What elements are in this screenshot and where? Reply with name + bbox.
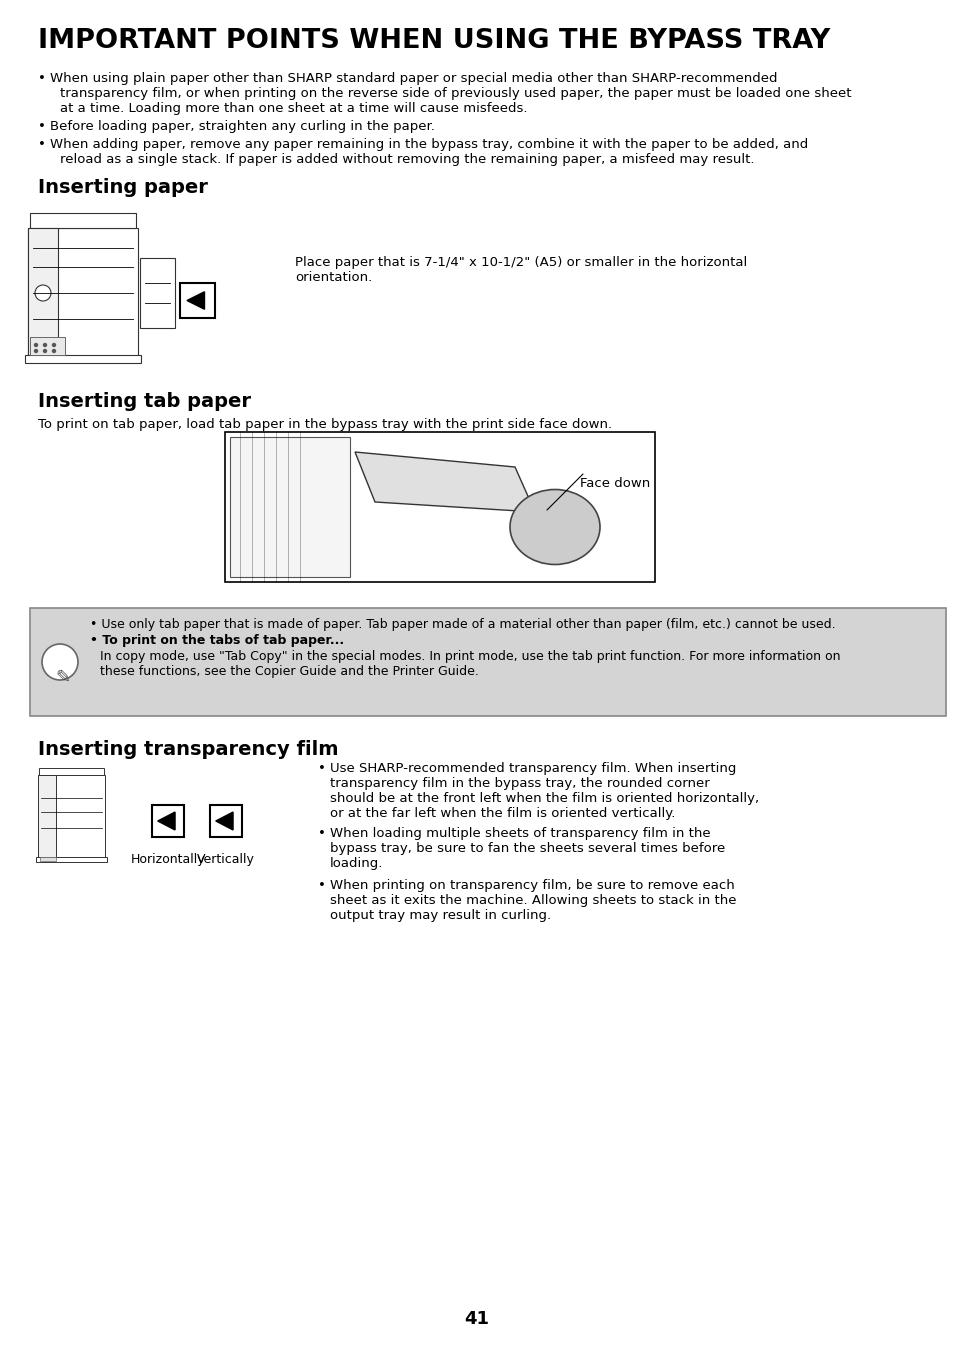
- Circle shape: [52, 343, 55, 346]
- Text: Place paper that is 7-1/4" x 10-1/2" (A5) or smaller in the horizontal: Place paper that is 7-1/4" x 10-1/2" (A5…: [294, 255, 746, 269]
- Text: ✎: ✎: [55, 669, 71, 688]
- Text: transparency film in the bypass tray, the rounded corner: transparency film in the bypass tray, th…: [330, 777, 709, 790]
- Bar: [36, 857, 107, 862]
- Text: When using plain paper other than SHARP standard paper or special media other th: When using plain paper other than SHARP …: [50, 72, 777, 85]
- Text: loading.: loading.: [330, 857, 383, 870]
- Text: •: •: [38, 120, 46, 132]
- Circle shape: [34, 350, 37, 353]
- Bar: [28, 228, 58, 358]
- Polygon shape: [215, 812, 233, 830]
- Bar: [30, 213, 136, 228]
- Text: When loading multiple sheets of transparency film in the: When loading multiple sheets of transpar…: [330, 827, 710, 840]
- Text: Inserting tab paper: Inserting tab paper: [38, 392, 251, 411]
- Text: reload as a single stack. If paper is added without removing the remaining paper: reload as a single stack. If paper is ad…: [60, 153, 754, 166]
- Text: •: •: [38, 72, 46, 85]
- Text: Vertically: Vertically: [197, 852, 254, 866]
- Bar: [25, 355, 141, 363]
- Text: • Use only tab paper that is made of paper. Tab paper made of a material other t: • Use only tab paper that is made of pap…: [90, 617, 835, 631]
- Bar: [225, 432, 655, 582]
- Circle shape: [35, 285, 51, 301]
- Text: •: •: [317, 762, 326, 775]
- Ellipse shape: [510, 489, 599, 565]
- Text: When printing on transparency film, be sure to remove each: When printing on transparency film, be s…: [330, 880, 734, 892]
- Bar: [30, 608, 945, 716]
- Bar: [180, 282, 214, 317]
- Text: To print on tab paper, load tab paper in the bypass tray with the print side fac: To print on tab paper, load tab paper in…: [38, 417, 612, 431]
- Text: output tray may result in curling.: output tray may result in curling.: [330, 909, 551, 921]
- Text: 41: 41: [464, 1310, 489, 1328]
- Text: •: •: [38, 138, 46, 151]
- Bar: [210, 805, 242, 838]
- Circle shape: [44, 343, 47, 346]
- Text: at a time. Loading more than one sheet at a time will cause misfeeds.: at a time. Loading more than one sheet a…: [60, 101, 527, 115]
- Polygon shape: [157, 812, 174, 830]
- Text: IMPORTANT POINTS WHEN USING THE BYPASS TRAY: IMPORTANT POINTS WHEN USING THE BYPASS T…: [38, 28, 829, 54]
- Bar: [39, 767, 104, 775]
- Text: Use SHARP-recommended transparency film. When inserting: Use SHARP-recommended transparency film.…: [330, 762, 736, 775]
- Circle shape: [34, 343, 37, 346]
- Bar: [28, 228, 138, 358]
- Bar: [140, 258, 174, 328]
- Polygon shape: [355, 453, 535, 512]
- Text: Before loading paper, straighten any curling in the paper.: Before loading paper, straighten any cur…: [50, 120, 435, 132]
- Text: Inserting transparency film: Inserting transparency film: [38, 740, 338, 759]
- Text: orientation.: orientation.: [294, 272, 372, 284]
- Text: Face down: Face down: [579, 477, 650, 490]
- Text: bypass tray, be sure to fan the sheets several times before: bypass tray, be sure to fan the sheets s…: [330, 842, 724, 855]
- Circle shape: [44, 350, 47, 353]
- Text: When adding paper, remove any paper remaining in the bypass tray, combine it wit: When adding paper, remove any paper rema…: [50, 138, 807, 151]
- Text: Inserting paper: Inserting paper: [38, 178, 208, 197]
- Text: In copy mode, use "Tab Copy" in the special modes. In print mode, use the tab pr: In copy mode, use "Tab Copy" in the spec…: [100, 650, 840, 663]
- Text: transparency film, or when printing on the reverse side of previously used paper: transparency film, or when printing on t…: [60, 86, 851, 100]
- Bar: [38, 775, 105, 857]
- Bar: [230, 436, 350, 577]
- Text: these functions, see the Copier Guide and the Printer Guide.: these functions, see the Copier Guide an…: [100, 665, 478, 678]
- Text: • To print on the tabs of tab paper...: • To print on the tabs of tab paper...: [90, 634, 344, 647]
- Text: Horizontally: Horizontally: [131, 852, 205, 866]
- Bar: [40, 857, 56, 861]
- Bar: [30, 336, 65, 355]
- Text: or at the far left when the film is oriented vertically.: or at the far left when the film is orie…: [330, 807, 675, 820]
- Text: sheet as it exits the machine. Allowing sheets to stack in the: sheet as it exits the machine. Allowing …: [330, 894, 736, 907]
- Text: •: •: [317, 880, 326, 892]
- Bar: [38, 775, 56, 857]
- Text: should be at the front left when the film is oriented horizontally,: should be at the front left when the fil…: [330, 792, 759, 805]
- Circle shape: [42, 644, 78, 680]
- Polygon shape: [187, 292, 204, 309]
- Bar: [152, 805, 184, 838]
- Text: •: •: [317, 827, 326, 840]
- Circle shape: [52, 350, 55, 353]
